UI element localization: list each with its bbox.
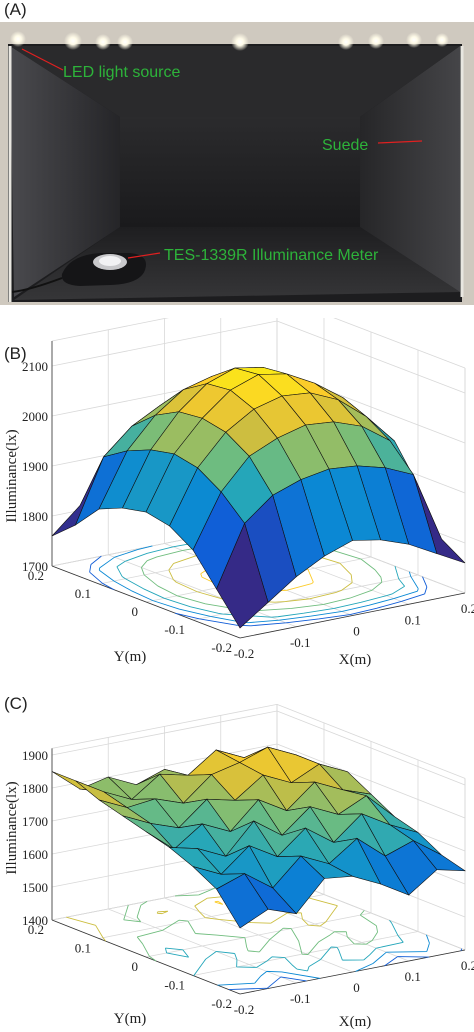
z-tick-label: 1500: [22, 880, 48, 895]
y-tick-label: -0.1: [164, 978, 185, 993]
led-light: [406, 32, 422, 48]
surface-patch: [216, 522, 269, 629]
suede-annotation: Suede: [322, 137, 368, 154]
illuminance-meter-device: [11, 253, 146, 293]
z-axis-label: Illuminance(lx): [4, 781, 20, 874]
y-axis-line: [51, 565, 241, 639]
surface-patch: [216, 873, 269, 929]
y-tick-label: -0.2: [211, 640, 232, 655]
z-tick-label: 1900: [22, 459, 48, 474]
x-tick-label: 0: [353, 980, 360, 995]
z-tick-label: 1800: [22, 509, 48, 524]
right-wall: [360, 46, 460, 292]
x-axis-label: X(m): [339, 652, 372, 668]
led-light: [338, 34, 354, 50]
back-wall: [120, 117, 360, 227]
contour-level: [123, 885, 379, 962]
y-gridline-floor: [192, 931, 419, 976]
x-tick-label: -0.2: [234, 646, 255, 661]
panel-b-label: (B): [4, 344, 27, 363]
meter-annotation: TES-1339R Illuminance Meter: [164, 247, 379, 264]
led-light: [231, 33, 249, 51]
y-tick-label: 0.2: [28, 922, 44, 937]
contour-level: [228, 948, 463, 991]
z-tick-label: 1900: [22, 748, 48, 763]
led-light: [64, 32, 82, 50]
z-tick-label: 1800: [22, 781, 48, 796]
contour-level: [164, 879, 404, 976]
led-strip: [10, 31, 449, 51]
meter-pointer: [127, 252, 161, 259]
x-tick-label: -0.1: [290, 991, 311, 1006]
x-tick-label: 0.1: [405, 612, 421, 627]
led-light: [368, 33, 384, 49]
tick-labels: 1700 1800 1900 2000 2100 -0.2 -0.1 0 0.1 0.2 -0.2 -…: [22, 359, 474, 661]
z-axis-label: Illuminance(lx): [4, 429, 20, 522]
x-tick-label: 0.2: [461, 958, 474, 973]
y-axis-line: [51, 919, 241, 995]
y-tick-label: -0.2: [211, 996, 232, 1011]
y-tick-label: 0.1: [75, 941, 91, 956]
z-tick-label: 1700: [22, 559, 48, 574]
z-tick-label: 2000: [22, 409, 48, 424]
tick-labels: 1400 1500 1600 1700 1800 1900 -0.2 -0.1 0 0.1 0.2 -…: [22, 748, 474, 1017]
y-tick-label: 0: [132, 959, 139, 974]
surface-plot-c: 1400 1500 1600 1700 1800 1900 -0.2 -0.1 0 0.1 0.2 -…: [4, 704, 474, 1030]
panel-c-label: (C): [4, 694, 28, 713]
y-axis-label: Y(m): [114, 649, 147, 665]
panel-a-label: (A): [4, 0, 27, 19]
x-tick-label: -0.1: [290, 635, 311, 650]
led-annotation: LED light source: [63, 64, 180, 81]
x-tick-label: 0.2: [461, 601, 474, 616]
y-tick-label: 0.2: [28, 568, 44, 583]
x-axis-label: X(m): [339, 1014, 372, 1030]
x-tick-label: 0.1: [405, 969, 421, 984]
led-light: [10, 31, 26, 47]
y-tick-label: 0.1: [75, 586, 91, 601]
z-tick-label: 2100: [22, 359, 48, 374]
y-tick-label: 0: [132, 604, 139, 619]
surface-patches: [51, 746, 467, 929]
surface-patches: [51, 367, 466, 629]
y-tick-label: -0.1: [164, 622, 185, 637]
x-axis-line: [239, 592, 466, 639]
contour-level: [217, 934, 430, 986]
ceiling: [10, 46, 460, 117]
z-tick-label: 1700: [22, 814, 48, 829]
y-axis-label: Y(m): [114, 1011, 147, 1027]
led-light: [435, 33, 449, 47]
suede-pointer: [377, 140, 423, 144]
led-pointer: [21, 48, 64, 71]
left-wall: [10, 46, 120, 297]
y-gridline-floor: [145, 912, 372, 958]
x-tick-label: -0.2: [234, 1002, 255, 1017]
experiment-setup-photo: LED light source Suede TES-1339R Illumin…: [0, 22, 474, 305]
led-light: [117, 34, 133, 50]
x-tick-label: 0: [353, 624, 360, 639]
led-light: [95, 34, 111, 50]
z-tick-label: 1400: [22, 913, 48, 928]
surface-plot-b: 1700 1800 1900 2000 2100 -0.2 -0.1 0 0.1 0.2 -0.2 -…: [4, 318, 474, 668]
z-tick-label: 1600: [22, 847, 48, 862]
